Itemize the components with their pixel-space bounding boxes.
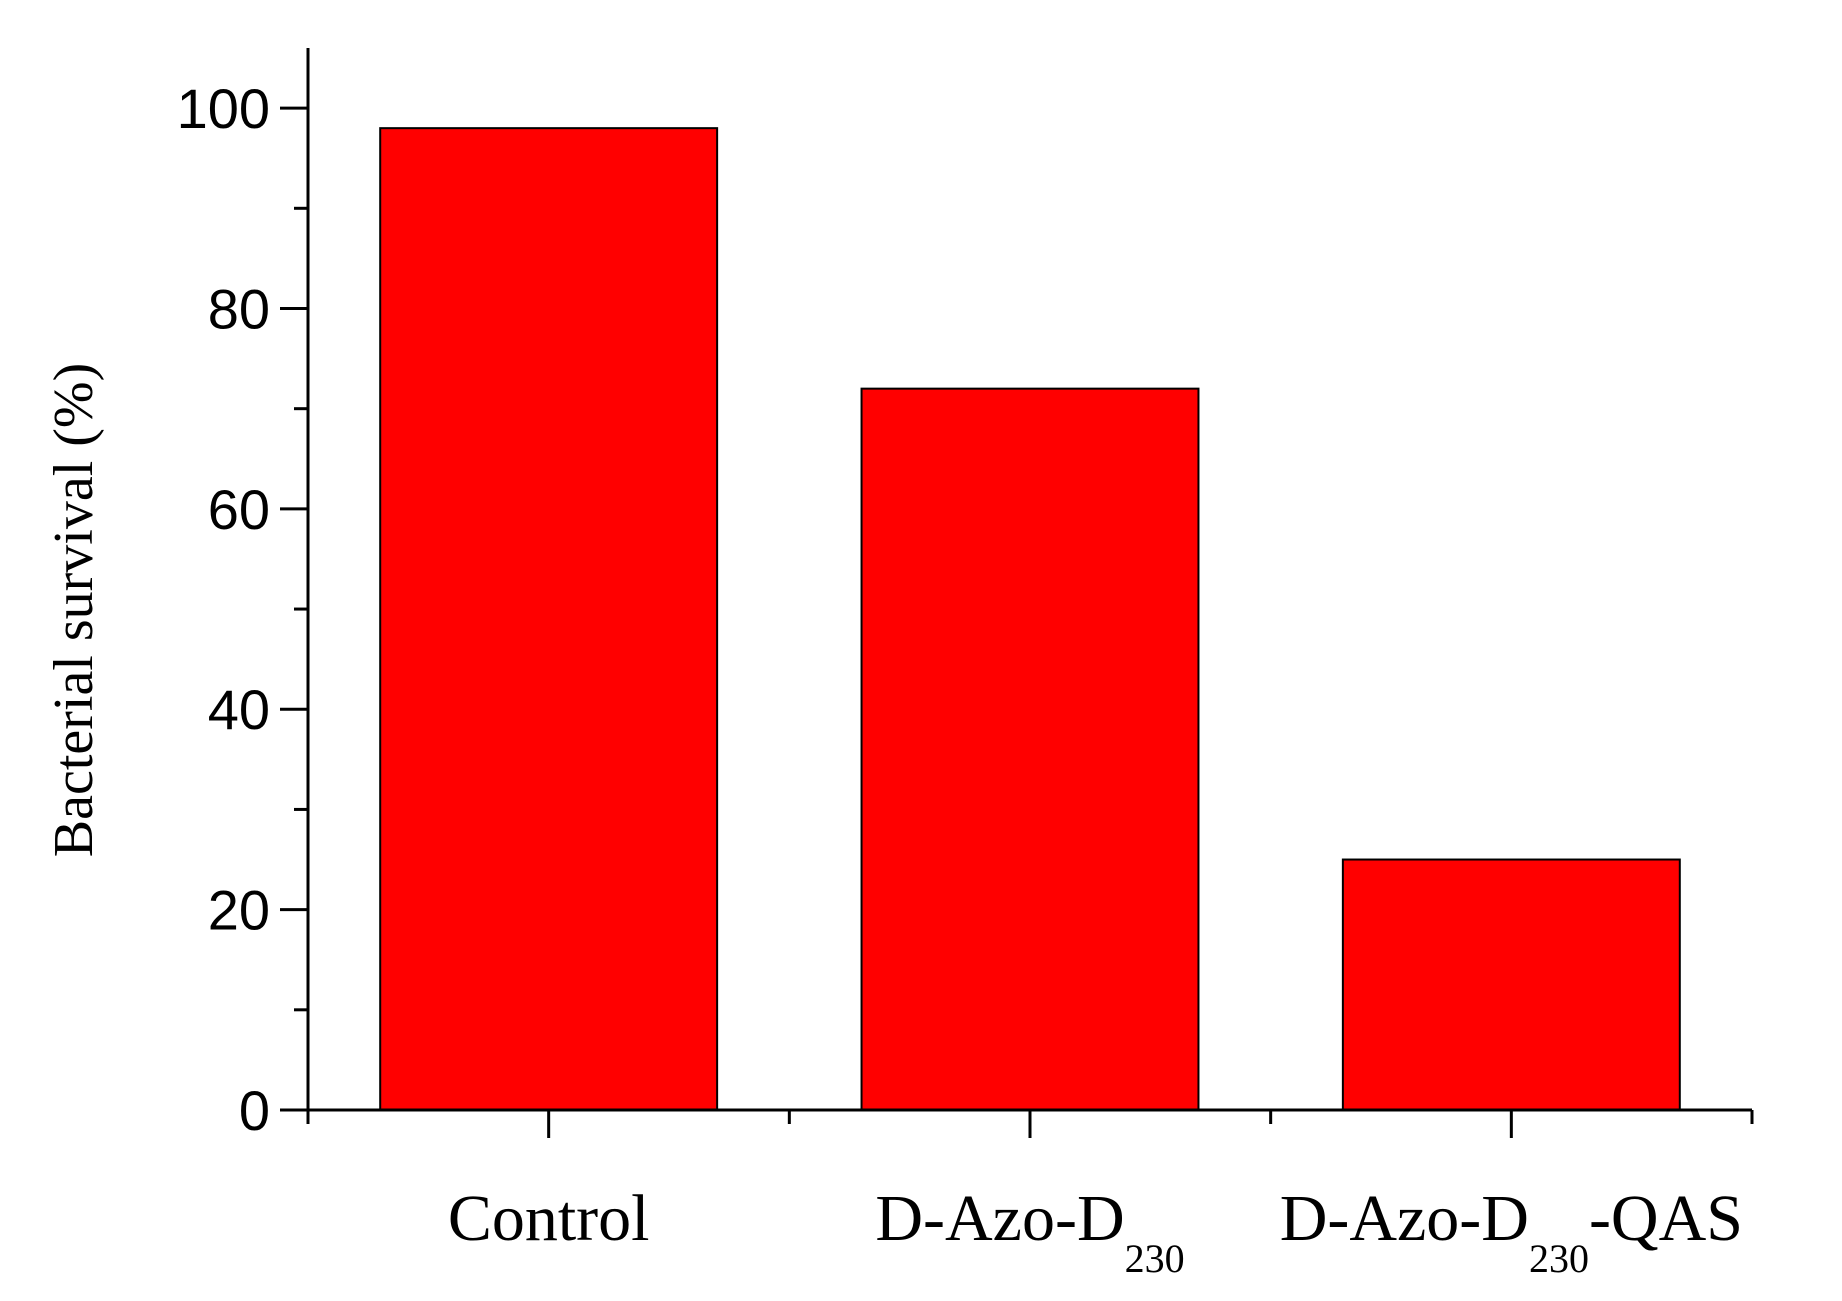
bar-0 [379, 127, 719, 1111]
y-tick-label-40: 40 [208, 678, 270, 741]
y-tick-label-60: 60 [208, 478, 270, 541]
x-tick-label-0: Control [448, 1182, 650, 1255]
x-tick-label-1: D-Azo-D230 [875, 1182, 1184, 1281]
y-tick-label-20: 20 [208, 879, 270, 942]
y-tick-label-80: 80 [208, 277, 270, 340]
y-axis-title: Bacterial survival (%) [43, 363, 105, 857]
bar-1 [860, 387, 1200, 1112]
y-ticks-group: 0 20 40 60 80 100 [177, 77, 308, 1142]
y-tick-label-100: 100 [177, 77, 270, 140]
bars-group [379, 127, 1681, 1112]
y-tick-label-0: 0 [239, 1079, 270, 1142]
bar-2 [1341, 858, 1681, 1112]
x-tick-label-2: D-Azo-D230-QAS [1280, 1182, 1743, 1281]
x-ticks-group: Control D-Azo-D230 D-Azo-D230-QAS [306, 1110, 1754, 1281]
